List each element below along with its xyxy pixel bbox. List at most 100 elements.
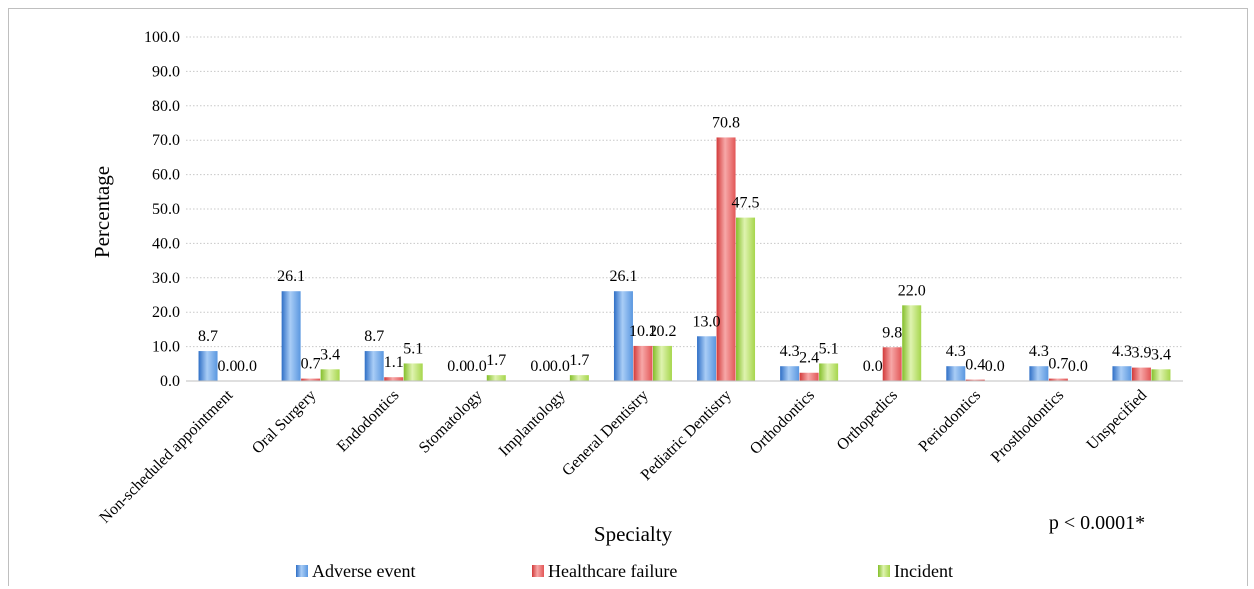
data-label-incident-periodontics: 0.0 bbox=[985, 358, 1005, 375]
y-tick-label: 40.0 bbox=[152, 235, 180, 252]
data-label-healthcare-failure-endodontics: 1.1 bbox=[384, 354, 404, 371]
bar-adverse-event-endodontics bbox=[364, 351, 384, 381]
y-tick-label: 100.0 bbox=[144, 29, 180, 46]
x-tick-label: Periodontics bbox=[916, 387, 985, 456]
data-label-adverse-event-periodontics: 4.3 bbox=[946, 343, 966, 360]
bar-incident-orthodontics bbox=[819, 363, 839, 381]
y-tick-label: 70.0 bbox=[152, 132, 180, 149]
data-label-incident-oral-surgery: 3.4 bbox=[320, 346, 340, 363]
bar-adverse-event-periodontics bbox=[946, 366, 966, 381]
p-value-annotation: p < 0.0001* bbox=[1049, 512, 1145, 534]
data-label-healthcare-failure-general-dentistry: 10.2 bbox=[629, 323, 657, 340]
data-label-incident-prosthodontics: 0.0 bbox=[1068, 358, 1088, 375]
y-tick-label: 0.0 bbox=[160, 373, 180, 390]
data-label-adverse-event-non-scheduled-appointment: 8.7 bbox=[198, 328, 218, 345]
bar-incident-stomatology bbox=[486, 375, 506, 381]
data-label-incident-orthopedics: 22.0 bbox=[898, 282, 926, 299]
data-labels: 8.70.0 0.026.10.73.48.71.15.10.0 0.0 1.7 0.0… bbox=[198, 114, 1171, 375]
data-label-healthcare-failure-non-scheduled-appointment: 0.0 bbox=[218, 358, 238, 375]
y-tick-label: 20.0 bbox=[152, 304, 180, 321]
x-tick-label: General Dentistry bbox=[559, 387, 652, 480]
data-label-incident-unspecified: 3.4 bbox=[1151, 346, 1171, 363]
x-tick-label: Implantology bbox=[496, 387, 569, 460]
y-tick-label: 90.0 bbox=[152, 63, 180, 80]
bar-adverse-event-orthodontics bbox=[780, 366, 800, 381]
bar-adverse-event-unspecified bbox=[1112, 366, 1132, 381]
bar-healthcare-failure-periodontics bbox=[965, 379, 985, 381]
x-tick-labels: Non-scheduled appointment Oral Surgery End… bbox=[96, 386, 1150, 526]
x-tick-label: Stomatology bbox=[416, 387, 486, 457]
x-tick-label: Non-scheduled appointment bbox=[96, 386, 236, 526]
data-label-incident-endodontics: 5.1 bbox=[403, 340, 423, 357]
legend-label-healthcare-failure: Healthcare failure bbox=[548, 561, 677, 581]
chart-frame bbox=[8, 8, 1248, 586]
data-label-healthcare-failure-stomatology: 0.0 bbox=[467, 358, 487, 375]
gridlines bbox=[186, 36, 1183, 348]
y-tick-label: 60.0 bbox=[152, 167, 180, 184]
data-label-healthcare-failure-unspecified: 3.9 bbox=[1131, 345, 1151, 362]
x-tick-label: Endodontics bbox=[334, 387, 403, 456]
y-tick-label: 80.0 bbox=[152, 98, 180, 115]
x-tick-label: Orthodontics bbox=[747, 387, 818, 458]
bar-incident-oral-surgery bbox=[320, 369, 340, 381]
bar-healthcare-failure-prosthodontics bbox=[1048, 378, 1068, 381]
y-tick-label: 10.0 bbox=[152, 339, 180, 356]
bar-healthcare-failure-unspecified bbox=[1131, 367, 1151, 381]
data-label-healthcare-failure-orthodontics: 2.4 bbox=[799, 350, 819, 367]
legend-item-incident: Incident bbox=[878, 561, 953, 581]
bar-incident-implantology bbox=[569, 375, 589, 381]
legend-swatch-incident bbox=[878, 565, 890, 577]
bar-incident-pediatric-dentistry bbox=[736, 217, 756, 381]
data-label-healthcare-failure-pediatric-dentistry: 70.8 bbox=[712, 114, 740, 131]
y-tick-label: 30.0 bbox=[152, 270, 180, 287]
bar-adverse-event-non-scheduled-appointment bbox=[198, 351, 218, 381]
data-label-adverse-event-endodontics: 8.7 bbox=[364, 328, 384, 345]
legend-item-healthcare-failure: Healthcare failure bbox=[532, 561, 677, 581]
data-label-adverse-event-unspecified: 4.3 bbox=[1112, 343, 1132, 360]
bar-adverse-event-general-dentistry bbox=[613, 291, 633, 381]
data-label-adverse-event-oral-surgery: 26.1 bbox=[277, 268, 305, 285]
legend: Adverse event Healthcare failure Inciden… bbox=[296, 561, 953, 581]
bar-incident-endodontics bbox=[403, 363, 423, 381]
bars bbox=[198, 137, 1171, 381]
data-label-adverse-event-general-dentistry: 26.1 bbox=[609, 268, 637, 285]
bar-adverse-event-oral-surgery bbox=[281, 291, 301, 381]
data-label-adverse-event-pediatric-dentistry: 13.0 bbox=[693, 313, 721, 330]
bar-healthcare-failure-orthopedics bbox=[882, 347, 902, 381]
bar-healthcare-failure-pediatric-dentistry bbox=[716, 137, 736, 381]
legend-swatch-adverse-event bbox=[296, 565, 308, 577]
data-label-incident-general-dentistry: 10.2 bbox=[648, 323, 676, 340]
legend-item-adverse-event: Adverse event bbox=[296, 561, 415, 581]
data-label-adverse-event-implantology: 0.0 bbox=[530, 358, 550, 375]
bar-incident-orthopedics bbox=[902, 305, 922, 381]
data-label-adverse-event-stomatology: 0.0 bbox=[447, 358, 467, 375]
data-label-adverse-event-orthodontics: 4.3 bbox=[780, 343, 800, 360]
data-label-incident-pediatric-dentistry: 47.5 bbox=[732, 195, 760, 212]
data-label-adverse-event-prosthodontics: 4.3 bbox=[1029, 343, 1049, 360]
x-axis-title: Specialty bbox=[594, 522, 673, 546]
data-label-healthcare-failure-prosthodontics: 0.7 bbox=[1048, 356, 1068, 373]
data-label-healthcare-failure-orthopedics: 9.8 bbox=[882, 324, 902, 341]
y-tick-labels: 0.0 10.0 20.0 30.0 40.0 50.0 60.0 70.0 80.0 90.0 1… bbox=[144, 29, 180, 390]
data-label-healthcare-failure-implantology: 0.0 bbox=[550, 358, 570, 375]
data-label-healthcare-failure-periodontics: 0.4 bbox=[965, 357, 985, 374]
bar-adverse-event-prosthodontics bbox=[1029, 366, 1049, 381]
y-tick-label: 50.0 bbox=[152, 201, 180, 218]
legend-swatch-healthcare-failure bbox=[532, 565, 544, 577]
data-label-healthcare-failure-oral-surgery: 0.7 bbox=[301, 356, 321, 373]
x-tick-label: Orthopedics bbox=[834, 387, 901, 454]
x-tick-label: Oral Surgery bbox=[249, 387, 320, 458]
bar-incident-unspecified bbox=[1151, 369, 1171, 381]
y-axis-title: Percentage bbox=[90, 166, 114, 258]
x-tick-label: Pediatric Dentistry bbox=[638, 387, 735, 484]
bar-adverse-event-pediatric-dentistry bbox=[697, 336, 717, 381]
data-label-incident-orthodontics: 5.1 bbox=[819, 340, 839, 357]
legend-label-incident: Incident bbox=[894, 561, 953, 581]
data-label-incident-stomatology: 1.7 bbox=[486, 352, 506, 369]
legend-label-adverse-event: Adverse event bbox=[312, 561, 415, 581]
data-label-adverse-event-orthopedics: 0.0 bbox=[863, 358, 883, 375]
x-tick-label: Unspecified bbox=[1084, 387, 1151, 454]
bar-healthcare-failure-orthodontics bbox=[799, 372, 819, 381]
bar-incident-general-dentistry bbox=[652, 345, 672, 381]
